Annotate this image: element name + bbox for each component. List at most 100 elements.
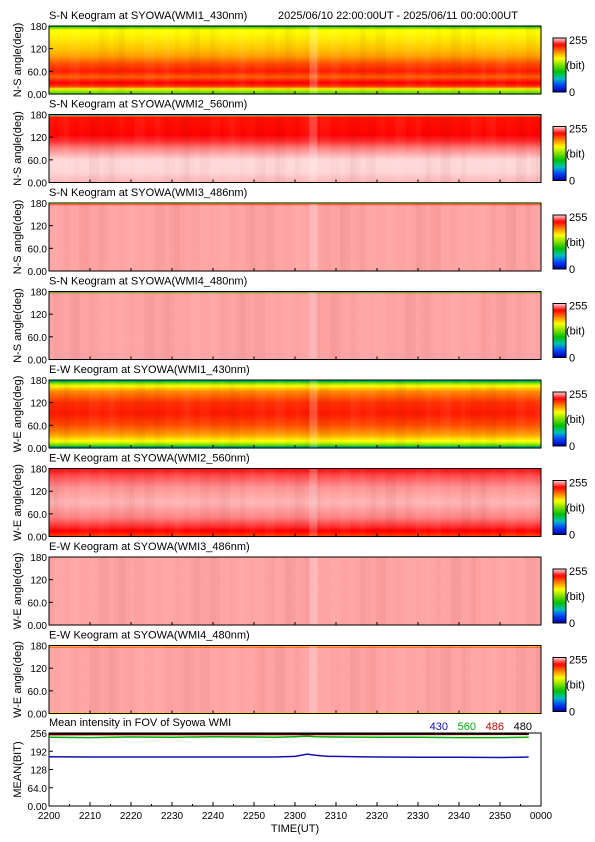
colorbar-swatch bbox=[553, 393, 566, 396]
heatmap-band bbox=[49, 442, 541, 445]
heatmap-column bbox=[210, 115, 215, 183]
heatmap-band bbox=[49, 673, 541, 676]
colorbar-swatch bbox=[553, 44, 566, 47]
heatmap-band bbox=[49, 300, 541, 303]
colorbar-max-label: 255 bbox=[569, 35, 587, 47]
heatmap-band bbox=[49, 164, 541, 167]
heatmap-band bbox=[49, 215, 541, 218]
heatmap-column bbox=[531, 557, 536, 625]
colorbar-swatch bbox=[553, 339, 566, 342]
heatmap-column bbox=[436, 115, 441, 183]
heatmap-band bbox=[49, 528, 541, 531]
colorbar-swatch bbox=[553, 419, 566, 421]
heatmap-column bbox=[486, 646, 491, 714]
heatmap-column bbox=[516, 469, 521, 537]
colorbar-swatch bbox=[553, 38, 566, 40]
heatmap-column bbox=[269, 468, 276, 537]
heatmap-column bbox=[49, 203, 54, 271]
heatmap-column bbox=[124, 469, 129, 537]
heatmap-column bbox=[200, 380, 205, 448]
colorbar-swatch bbox=[553, 56, 566, 59]
colorbar-swatch bbox=[553, 693, 566, 696]
heatmap-column bbox=[109, 292, 114, 360]
heatmap-column bbox=[390, 380, 395, 448]
heatmap-column bbox=[380, 115, 385, 183]
heatmap-band bbox=[49, 33, 541, 36]
heatmap-column bbox=[104, 292, 109, 360]
heatmap-band bbox=[49, 84, 541, 87]
heatmap-column bbox=[210, 203, 215, 271]
heatmap-column bbox=[149, 646, 154, 714]
heatmap-column bbox=[144, 469, 149, 537]
heatmap-column bbox=[225, 380, 230, 448]
colorbar-swatch bbox=[553, 176, 566, 179]
colorbar-swatch bbox=[553, 496, 566, 499]
heatmap-column bbox=[455, 26, 461, 94]
colorbar-swatch bbox=[553, 679, 566, 681]
heatmap-column bbox=[471, 646, 476, 714]
heatmap-band bbox=[49, 603, 541, 606]
panel-title: E-W Keogram at SYOWA(WMI2_560nm) bbox=[49, 453, 250, 465]
y-tick-label: 180 bbox=[30, 465, 47, 476]
heatmap-band bbox=[49, 38, 541, 41]
heatmap-column bbox=[215, 26, 220, 94]
colorbar-swatch bbox=[553, 315, 566, 318]
colorbar-swatch bbox=[553, 169, 566, 172]
heatmap-band bbox=[49, 330, 541, 332]
heatmap-band bbox=[49, 223, 541, 226]
heatmap-band bbox=[49, 601, 541, 603]
heatmap-column bbox=[69, 557, 74, 625]
colorbar-swatch bbox=[553, 658, 566, 661]
heatmap-band bbox=[49, 416, 541, 418]
heatmap-column bbox=[531, 469, 536, 537]
heatmap-column bbox=[491, 469, 496, 537]
heatmap-column bbox=[380, 557, 386, 625]
heatmap-column bbox=[200, 115, 205, 183]
heatmap-column bbox=[230, 292, 235, 360]
colorbar-swatch bbox=[553, 707, 566, 710]
colorbar-swatch bbox=[553, 593, 566, 596]
heatmap-column bbox=[380, 26, 386, 94]
heatmap-column bbox=[159, 26, 164, 94]
heatmap-column bbox=[345, 292, 350, 360]
heatmap-band bbox=[49, 434, 541, 437]
heatmap-column bbox=[370, 292, 375, 360]
heatmap-band bbox=[49, 205, 541, 207]
colorbar-swatch bbox=[553, 86, 566, 89]
heatmap-band bbox=[49, 115, 541, 118]
colorbar-swatch bbox=[553, 596, 566, 598]
heatmap-band bbox=[49, 318, 541, 321]
heatmap-column bbox=[441, 469, 446, 537]
heatmap-column bbox=[410, 115, 415, 183]
heatmap-column bbox=[169, 557, 174, 625]
heatmap-band bbox=[49, 589, 541, 592]
heatmap-band bbox=[49, 30, 541, 33]
heatmap-column bbox=[124, 557, 129, 625]
heatmap-column bbox=[525, 203, 532, 271]
heatmap-band bbox=[49, 174, 541, 177]
colorbar-swatch bbox=[553, 244, 566, 247]
heatmap-column bbox=[456, 115, 461, 183]
colorbar-swatch bbox=[553, 424, 566, 427]
heatmap-band bbox=[49, 516, 541, 518]
y-tick-label: 60.0 bbox=[28, 421, 48, 432]
heatmap-column bbox=[340, 468, 346, 537]
heatmap-column bbox=[190, 557, 195, 625]
heatmap-band bbox=[49, 671, 541, 674]
heatmap-column bbox=[400, 292, 405, 360]
colorbar-swatch bbox=[553, 334, 566, 337]
colorbar-swatch bbox=[553, 421, 566, 424]
heatmap-column bbox=[239, 557, 246, 625]
heatmap-column bbox=[355, 203, 360, 271]
heatmap-column bbox=[320, 380, 326, 448]
heatmap-band bbox=[49, 208, 541, 211]
colorbar-swatch bbox=[553, 231, 566, 234]
heatmap-column bbox=[225, 203, 230, 271]
heatmap-column bbox=[330, 557, 336, 625]
heatmap-column bbox=[190, 203, 195, 271]
heatmap-band bbox=[49, 45, 541, 47]
heatmap-band bbox=[49, 302, 541, 305]
colorbar-swatch bbox=[553, 503, 566, 506]
colorbar-swatch bbox=[553, 417, 566, 420]
colorbar-swatch bbox=[553, 587, 566, 590]
